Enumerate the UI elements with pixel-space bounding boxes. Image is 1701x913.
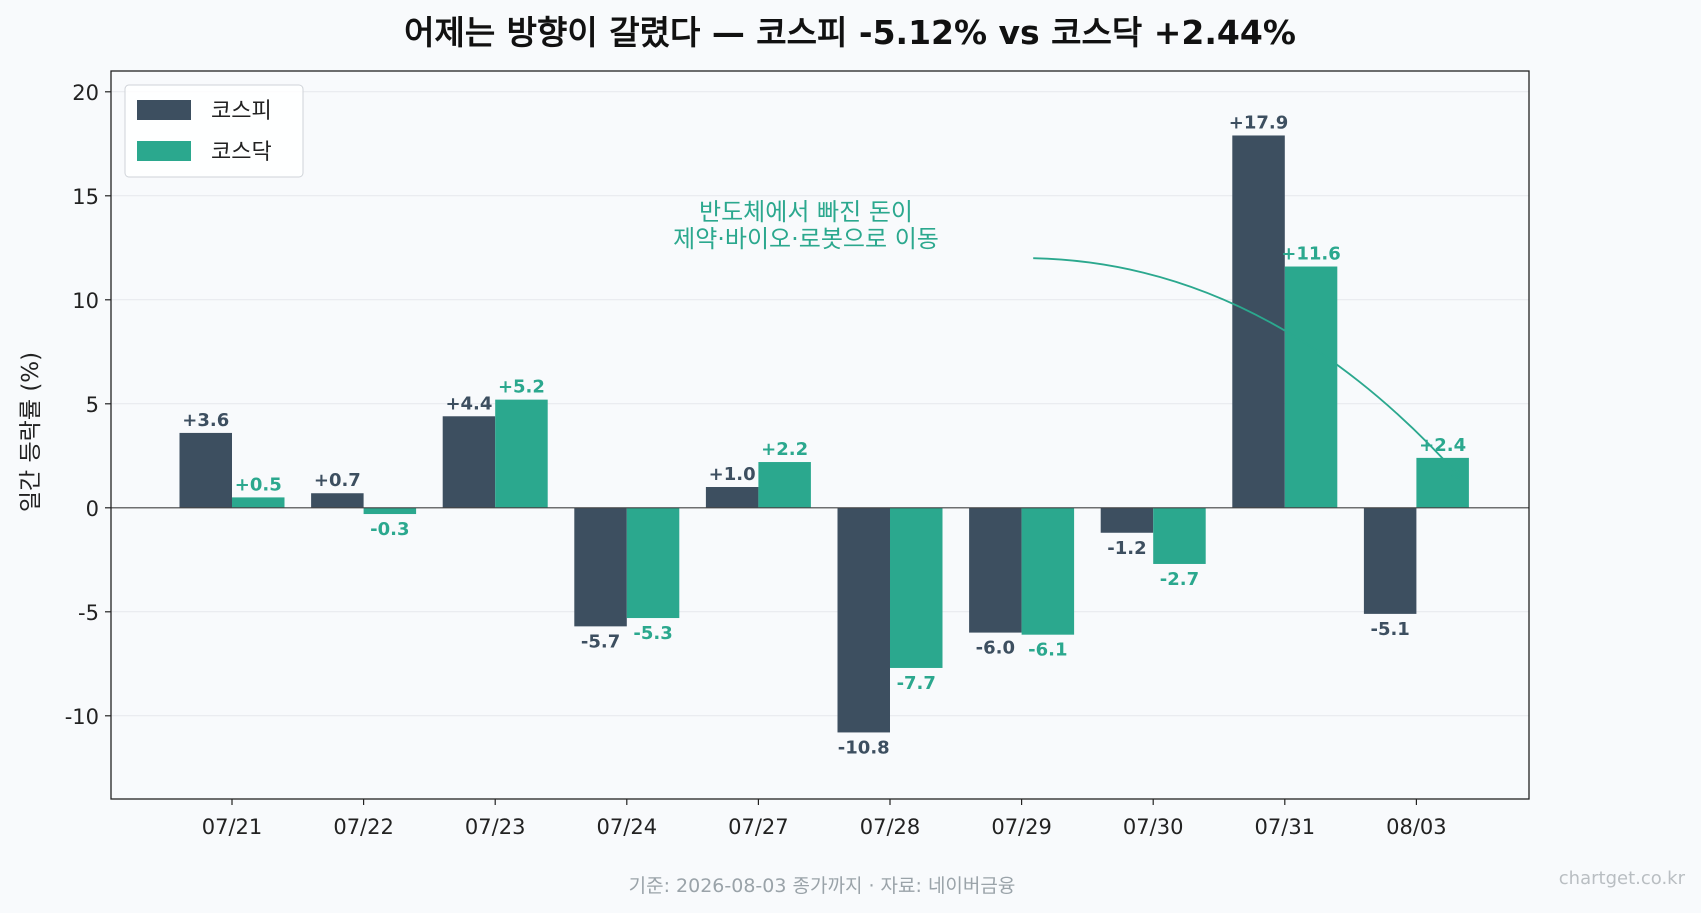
bar-kosdaq: [363, 507, 417, 515]
legend-swatch-kospi: [137, 100, 191, 120]
y-tick-label: 5: [86, 393, 99, 417]
data-label-kosdaq: -5.3: [633, 623, 672, 644]
y-tick-label: 20: [72, 81, 99, 105]
y-axis: -10 -5 0 5 10 15 20: [65, 81, 111, 729]
x-tick-label: 07/21: [202, 815, 263, 839]
bar-labels-layer: +3.6 +0.7 +4.4 -5.7 +1.0 -10.8 -6.0 -1.2 +17.9 -5…: [182, 112, 1466, 758]
data-label-kosdaq: -0.3: [370, 519, 409, 540]
bar-kosdaq: [758, 462, 811, 508]
annotation-arrow: [1033, 257, 1461, 478]
bar-kospi: [705, 487, 759, 508]
data-label-kosdaq: +0.5: [235, 474, 282, 495]
bar-kospi: [1100, 507, 1154, 533]
bar-kospi: [837, 507, 890, 733]
bar-kosdaq: [1284, 266, 1338, 508]
footer-source: 기준: 2026-08-03 종가까지 · 자료: 네이버금융: [629, 875, 1016, 897]
data-label-kosdaq: +5.2: [498, 377, 545, 398]
bar-kosdaq: [626, 507, 680, 619]
x-tick-label: 07/28: [860, 815, 921, 839]
bar-kospi: [311, 493, 364, 508]
bar-kosdaq: [1416, 457, 1469, 508]
x-tick-label: 07/30: [1123, 815, 1184, 839]
chart-title: 어제는 방향이 갈렸다 — 코스피 -5.12% vs 코스닥 +2.44%: [404, 13, 1296, 52]
y-axis-label: 일간 등락률 (%): [18, 352, 44, 512]
bar-kosdaq: [232, 497, 285, 508]
y-tick-label: 15: [72, 185, 99, 209]
data-label-kospi: +0.7: [314, 470, 361, 491]
x-axis: 07/21 07/22 07/23 07/24 07/27 07/28 07/29 07/30…: [202, 799, 1447, 839]
x-tick-label: 07/31: [1255, 815, 1316, 839]
legend-label-kospi: 코스피: [211, 99, 272, 124]
data-label-kospi: -5.7: [581, 631, 620, 652]
bar-kospi: [1363, 507, 1417, 614]
y-tick-label: 10: [72, 289, 99, 313]
annotation-line-2: 제약·바이오·로봇으로 이동: [673, 225, 939, 253]
y-tick-label: -10: [65, 705, 99, 729]
bar-kospi: [574, 507, 627, 627]
data-label-kospi: +1.0: [709, 464, 756, 485]
y-tick-label: -5: [78, 601, 99, 625]
bar-kospi: [969, 507, 1022, 633]
bar-kosdaq: [890, 507, 943, 668]
annotation-line-1: 반도체에서 빠진 돈이: [699, 198, 913, 226]
bars-layer: [179, 135, 1469, 733]
data-label-kospi: +3.6: [182, 410, 229, 431]
x-tick-label: 07/22: [333, 815, 394, 839]
data-label-kosdaq: +11.6: [1281, 244, 1341, 265]
data-label-kospi: -10.8: [838, 737, 890, 758]
y-tick-label: 0: [86, 497, 99, 521]
data-label-kosdaq: -6.1: [1028, 640, 1067, 661]
x-tick-label: 08/03: [1386, 815, 1447, 839]
data-label-kosdaq: +2.4: [1419, 435, 1466, 456]
data-label-kospi: +17.9: [1229, 112, 1289, 133]
data-label-kospi: -1.2: [1107, 538, 1146, 559]
data-label-kosdaq: -2.7: [1160, 569, 1199, 590]
bar-kospi: [1232, 135, 1285, 508]
data-label-kosdaq: -7.7: [897, 673, 936, 694]
x-tick-label: 07/27: [728, 815, 789, 839]
bar-kospi: [442, 416, 496, 508]
bar-kospi: [179, 432, 232, 508]
annotation: 반도체에서 빠진 돈이 제약·바이오·로봇으로 이동: [673, 198, 1461, 479]
legend: 코스피 코스닥: [124, 84, 304, 178]
data-label-kosdaq: +2.2: [761, 439, 808, 460]
x-tick-label: 07/24: [597, 815, 658, 839]
data-label-kospi: -5.1: [1370, 619, 1409, 640]
x-tick-label: 07/23: [465, 815, 526, 839]
bar-kosdaq: [1153, 507, 1206, 564]
legend-label-kosdaq: 코스닥: [211, 140, 272, 165]
bar-kosdaq: [1021, 507, 1075, 635]
plot-frame: [110, 70, 1530, 800]
x-tick-label: 07/29: [991, 815, 1052, 839]
data-label-kospi: +4.4: [445, 393, 492, 414]
data-label-kospi: -6.0: [976, 638, 1015, 659]
bar-kosdaq: [495, 399, 548, 508]
watermark: chartget.co.kr: [1559, 868, 1686, 889]
legend-swatch-kosdaq: [137, 141, 191, 161]
